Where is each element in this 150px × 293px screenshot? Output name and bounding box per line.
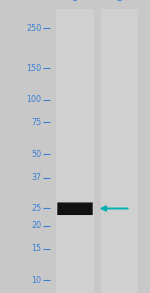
Text: 20: 20: [31, 222, 41, 231]
Text: 75: 75: [31, 118, 41, 127]
Text: 50: 50: [31, 150, 41, 159]
Text: 10: 10: [31, 276, 41, 285]
Text: 2: 2: [116, 0, 122, 3]
Text: 37: 37: [31, 173, 41, 182]
Text: 100: 100: [26, 96, 41, 104]
Bar: [100, 9, 138, 293]
Text: 150: 150: [26, 64, 41, 73]
Text: 1: 1: [72, 0, 78, 3]
Text: 25: 25: [31, 204, 41, 213]
Bar: [56, 9, 94, 293]
FancyBboxPatch shape: [57, 202, 93, 215]
Text: 15: 15: [31, 244, 41, 253]
Text: 250: 250: [26, 24, 41, 33]
